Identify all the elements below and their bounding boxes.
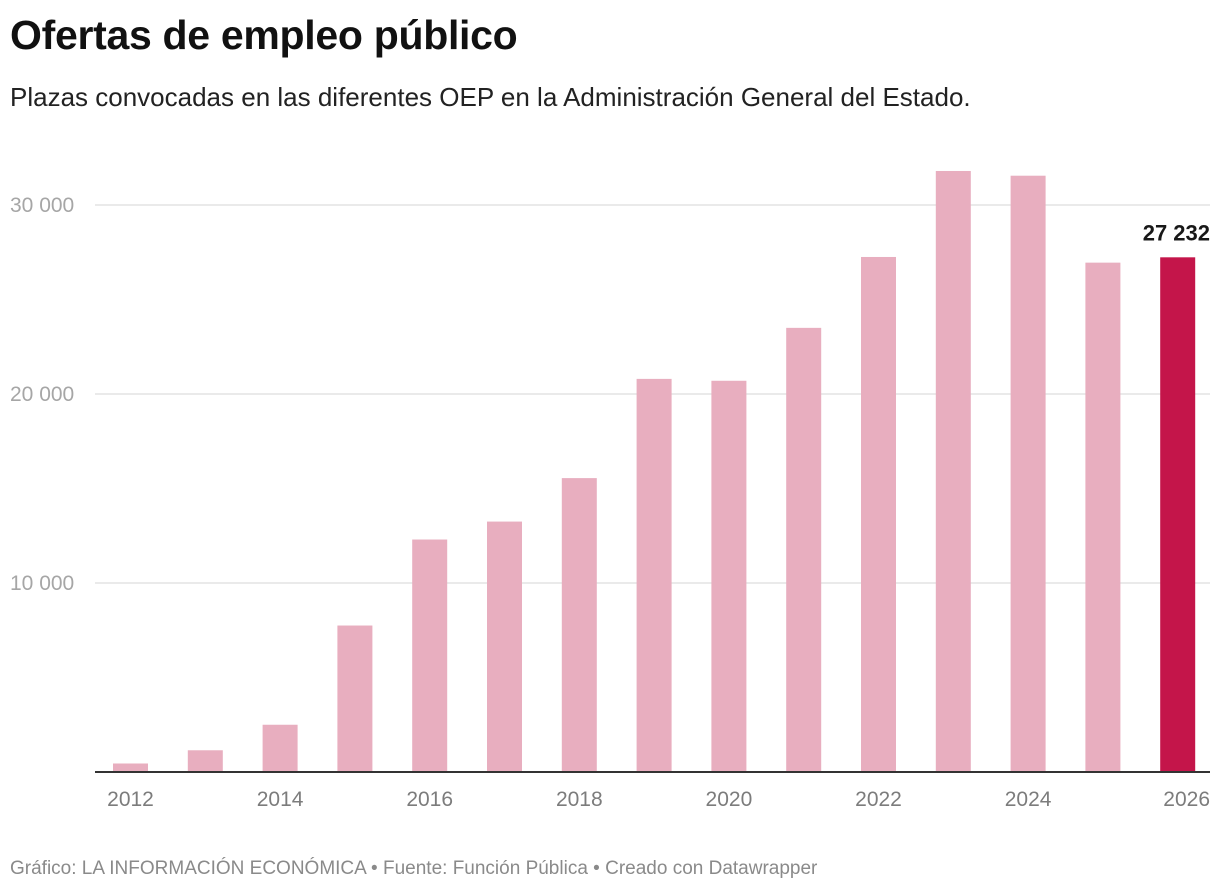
bar-2017 (487, 521, 522, 772)
x-tick-label: 2022 (855, 788, 902, 811)
bar-2022 (861, 256, 896, 773)
x-axis-labels: 2012 2014 2016 2018 2020 2022 2024 2026 (107, 788, 1210, 811)
bar-2013 (187, 750, 223, 772)
value-labels: 27 232 (1143, 220, 1210, 245)
value-label-2026: 27 232 (1143, 220, 1210, 245)
bar-2019 (636, 378, 672, 772)
bar-2025 (1085, 262, 1121, 772)
y-tick-label: 10 000 (10, 572, 74, 595)
x-tick-label: 2024 (1005, 788, 1052, 811)
chart-subtitle: Plazas convocadas en las diferentes OEP … (10, 82, 971, 112)
x-tick-label: 2012 (107, 788, 154, 811)
bar-2012 (113, 763, 148, 772)
bar-2023 (935, 170, 971, 773)
bar-2020 (711, 380, 747, 772)
bars (113, 170, 1196, 773)
x-tick-label: 2018 (556, 788, 603, 811)
chart-footer: Gráfico: LA INFORMACIÓN ECONÓMICA • Fuen… (10, 858, 818, 879)
bar-2024 (1010, 175, 1046, 772)
bar-2021 (786, 327, 822, 772)
bar-2026 (1160, 257, 1196, 772)
y-tick-label: 20 000 (10, 383, 74, 406)
chart-title: Ofertas de empleo público (10, 12, 518, 58)
x-tick-label: 2020 (706, 788, 753, 811)
bar-2016 (412, 539, 448, 772)
x-tick-label: 2014 (257, 788, 304, 811)
y-tick-label: 30 000 (10, 194, 74, 217)
bar-2018 (561, 478, 597, 772)
x-tick-label: 2026 (1163, 788, 1210, 811)
bar-2015 (337, 625, 373, 772)
bar-2014 (262, 724, 298, 772)
x-tick-label: 2016 (406, 788, 453, 811)
y-axis-labels: 10 000 20 000 30 000 (10, 194, 74, 595)
